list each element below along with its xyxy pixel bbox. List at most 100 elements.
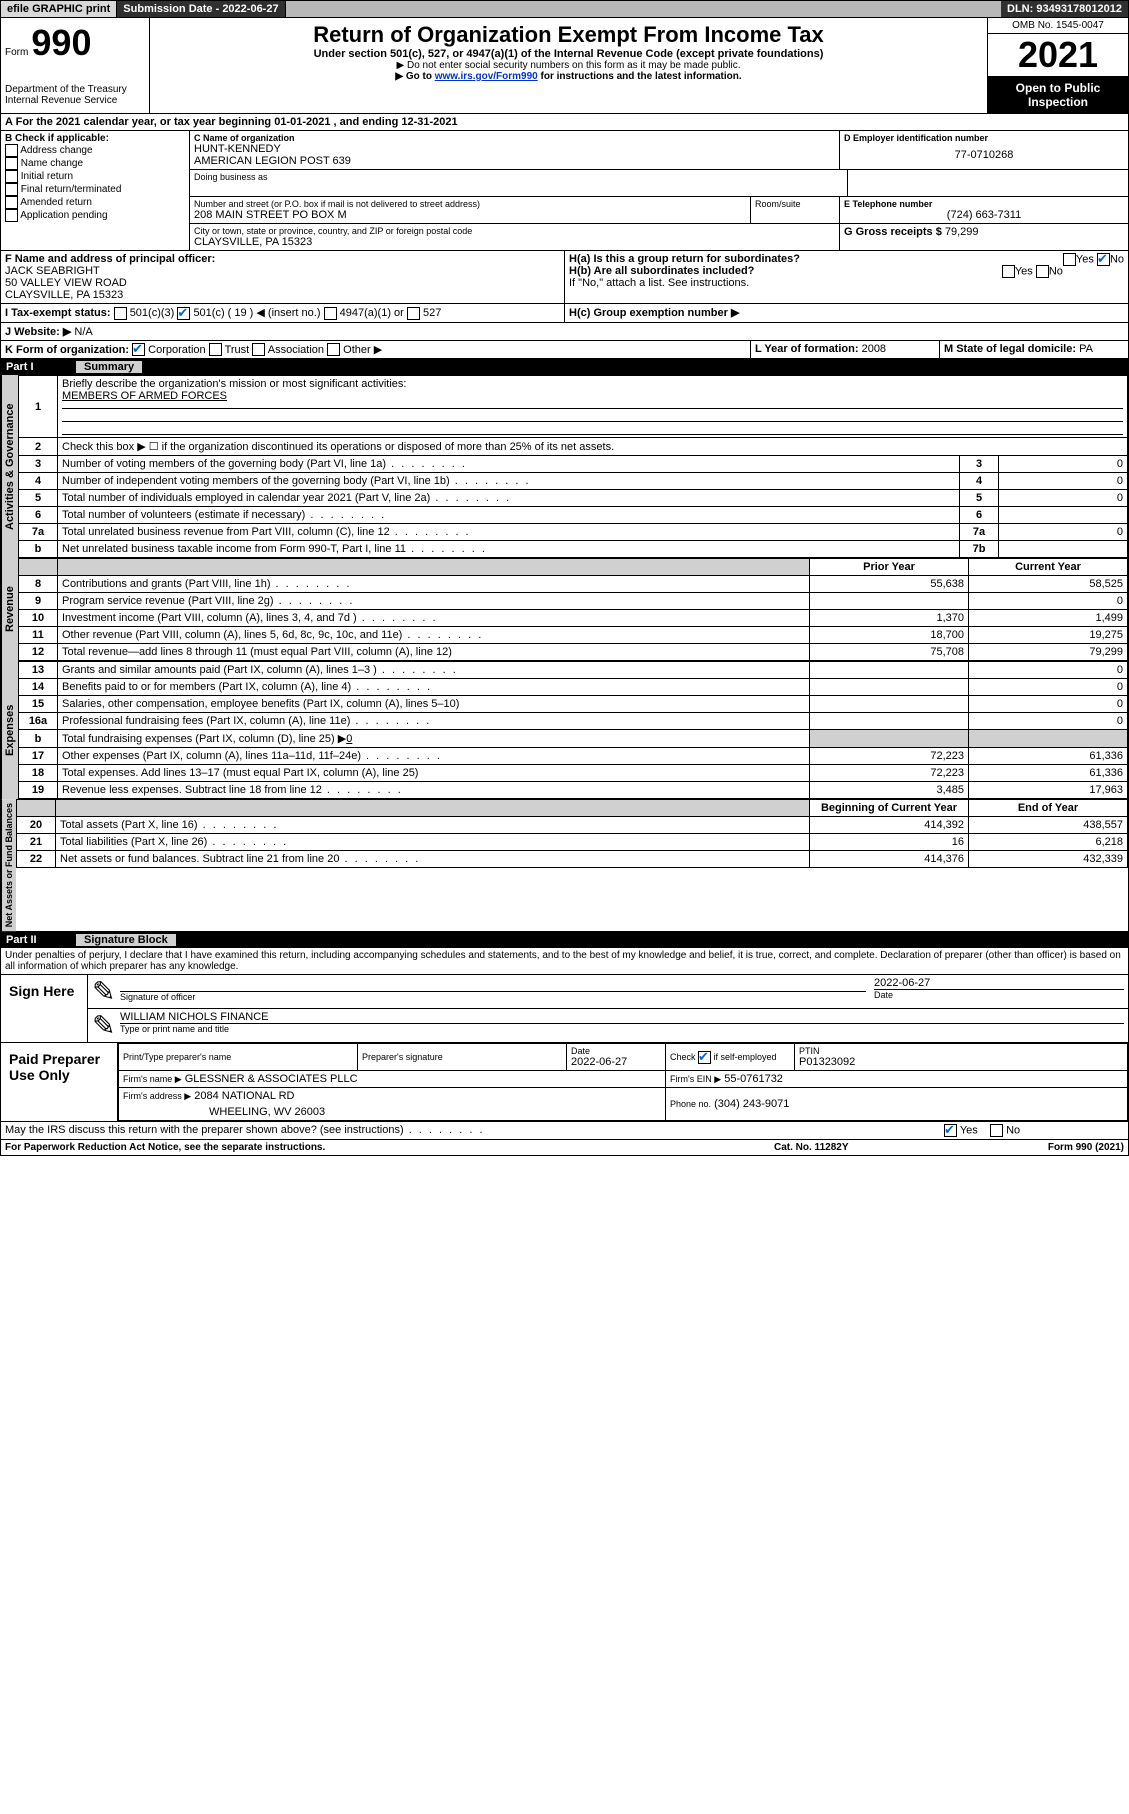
officer-addr2: CLAYSVILLE, PA 15323 <box>5 289 560 301</box>
firm-addr1: 2084 NATIONAL RD <box>194 1090 294 1102</box>
line-7b-val <box>999 541 1128 558</box>
irs-label: Internal Revenue Service <box>5 95 145 106</box>
line-6-label: Total number of volunteers (estimate if … <box>58 507 960 524</box>
line-18-current: 61,336 <box>969 765 1128 782</box>
final-return-checkbox[interactable] <box>5 183 18 196</box>
form990-link[interactable]: www.irs.gov/Form990 <box>435 71 538 82</box>
line-a: A For the 2021 calendar year, or tax yea… <box>5 116 458 128</box>
open-to-public: Open to Public Inspection <box>988 77 1128 113</box>
ha-yes-checkbox[interactable] <box>1063 253 1076 266</box>
assoc-checkbox[interactable] <box>252 343 265 356</box>
hb-no-checkbox[interactable] <box>1036 265 1049 278</box>
line-14-label: Benefits paid to or for members (Part IX… <box>58 679 810 696</box>
prep-name-label: Print/Type preparer's name <box>123 1052 353 1062</box>
line-16a-label: Professional fundraising fees (Part IX, … <box>58 713 810 730</box>
city-label: City or town, state or province, country… <box>194 226 835 236</box>
gross-receipts: 79,299 <box>945 226 979 238</box>
line-16b-label: Total fundraising expenses (Part IX, col… <box>62 733 346 745</box>
amended-return-checkbox[interactable] <box>5 196 18 209</box>
line-5-val: 0 <box>999 490 1128 507</box>
corp-checkbox[interactable] <box>132 343 145 356</box>
current-year-header: Current Year <box>969 559 1128 576</box>
line-8-prior: 55,638 <box>810 576 969 593</box>
address-change-checkbox[interactable] <box>5 144 18 157</box>
line-22-label: Net assets or fund balances. Subtract li… <box>56 851 810 868</box>
initial-return-checkbox[interactable] <box>5 170 18 183</box>
sign-date: 2022-06-27 <box>874 977 1124 990</box>
line-19-current: 17,963 <box>969 782 1128 799</box>
end-year-header: End of Year <box>969 800 1128 817</box>
omb-number: OMB No. 1545-0047 <box>988 18 1128 34</box>
b-label: B Check if applicable: <box>5 133 185 144</box>
goto-post: for instructions and the latest informat… <box>541 71 742 82</box>
form-header: Form 990 Department of the Treasury Inte… <box>0 18 1129 114</box>
self-employed-checkbox[interactable] <box>698 1051 711 1064</box>
line-14-current: 0 <box>969 679 1128 696</box>
g-label: G Gross receipts $ <box>844 226 942 238</box>
may-no-checkbox[interactable] <box>990 1124 1003 1137</box>
prep-date-label: Date <box>571 1046 661 1056</box>
line-17-prior: 72,223 <box>810 748 969 765</box>
efile-button[interactable]: efile GRAPHIC print <box>1 1 117 17</box>
line-21-current: 6,218 <box>969 834 1128 851</box>
line-1-value: MEMBERS OF ARMED FORCES <box>62 390 227 402</box>
may-yes-checkbox[interactable] <box>944 1124 957 1137</box>
line-17-label: Other expenses (Part IX, column (A), lin… <box>58 748 810 765</box>
other-checkbox[interactable] <box>327 343 340 356</box>
line-15-current: 0 <box>969 696 1128 713</box>
net-assets-label: Net Assets or Fund Balances <box>1 799 16 931</box>
line-13-prior <box>810 662 969 679</box>
line-20-prior: 414,392 <box>810 817 969 834</box>
tax-year: 2021 <box>988 34 1128 77</box>
line-2: Check this box ▶ ☐ if the organization d… <box>58 438 1128 456</box>
501c-checkbox[interactable] <box>177 307 190 320</box>
ein: 77-0710268 <box>844 143 1124 161</box>
sign-here-label: Sign Here <box>1 975 87 1042</box>
line-10-label: Investment income (Part VIII, column (A)… <box>58 610 810 627</box>
officer-addr1: 50 VALLEY VIEW ROAD <box>5 277 560 289</box>
line-13-label: Grants and similar amounts paid (Part IX… <box>58 662 810 679</box>
activities-governance-label: Activities & Governance <box>1 375 18 558</box>
line-7a-val: 0 <box>999 524 1128 541</box>
hb-label: H(b) Are all subordinates included? <box>569 265 754 277</box>
identification-block: B Check if applicable: Address change Na… <box>0 131 1129 251</box>
officer-name: JACK SEABRIGHT <box>5 265 560 277</box>
form-subtitle-1: Under section 501(c), 527, or 4947(a)(1)… <box>154 48 983 60</box>
l-label: L Year of formation: <box>755 343 859 355</box>
submission-date: Submission Date - 2022-06-27 <box>117 1 285 17</box>
ha-label: H(a) Is this a group return for subordin… <box>569 253 800 265</box>
501c3-checkbox[interactable] <box>114 307 127 320</box>
city-value: CLAYSVILLE, PA 15323 <box>194 236 835 248</box>
line-15-label: Salaries, other compensation, employee b… <box>58 696 810 713</box>
527-checkbox[interactable] <box>407 307 420 320</box>
pen-icon-2: ✎ <box>88 1009 116 1042</box>
trust-checkbox[interactable] <box>209 343 222 356</box>
street-value: 208 MAIN STREET PO BOX M <box>194 209 746 221</box>
date-label: Date <box>874 990 1124 1000</box>
application-pending-checkbox[interactable] <box>5 209 18 222</box>
hb-yes-checkbox[interactable] <box>1002 265 1015 278</box>
prior-year-header: Prior Year <box>810 559 969 576</box>
ha-no-checkbox[interactable] <box>1097 253 1110 266</box>
line-18-prior: 72,223 <box>810 765 969 782</box>
paid-preparer-label: Paid Preparer Use Only <box>1 1043 117 1121</box>
goto-pre: ▶ Go to <box>395 71 434 82</box>
pen-icon: ✎ <box>88 975 116 1008</box>
footer-mid: Cat. No. 11282Y <box>774 1142 974 1153</box>
k-label: K Form of organization: <box>5 344 129 356</box>
line-4-val: 0 <box>999 473 1128 490</box>
4947-checkbox[interactable] <box>324 307 337 320</box>
form-subtitle-2: ▶ Do not enter social security numbers o… <box>154 60 983 71</box>
d-label: D Employer identification number <box>844 133 1124 143</box>
hc-label: H(c) Group exemption number ▶ <box>569 307 739 319</box>
part-2-header: Part II Signature Block <box>0 932 1129 948</box>
phone-label: Phone no. <box>670 1099 711 1109</box>
line-17-current: 61,336 <box>969 748 1128 765</box>
line-10-current: 1,499 <box>969 610 1128 627</box>
line-15-prior <box>810 696 969 713</box>
name-title-label: Type or print name and title <box>120 1024 1124 1034</box>
line-14-prior <box>810 679 969 696</box>
line-1-label: Briefly describe the organization's miss… <box>62 378 406 390</box>
name-change-checkbox[interactable] <box>5 157 18 170</box>
line-18-label: Total expenses. Add lines 13–17 (must eq… <box>58 765 810 782</box>
